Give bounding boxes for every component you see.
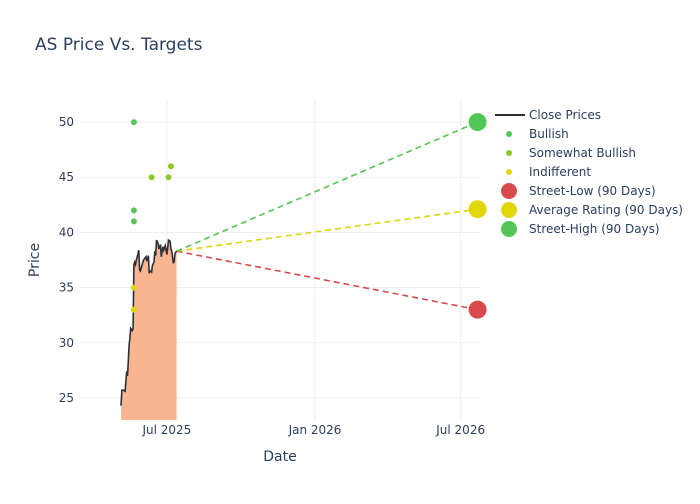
rating-point <box>167 163 174 170</box>
rating-point <box>130 306 137 313</box>
rating-point <box>165 174 172 181</box>
x-tick-label: Jan 2026 <box>288 423 342 437</box>
legend-label: Bullish <box>529 127 569 141</box>
legend-label: Street-Low (90 Days) <box>529 184 656 198</box>
y-tick-label: 25 <box>59 391 74 405</box>
target-marker <box>468 200 487 219</box>
close-price-line <box>120 238 178 406</box>
close-price-series-line <box>120 238 178 406</box>
y-tick-label: 30 <box>59 336 74 350</box>
legend[interactable]: Close Prices Bullish Somewhat Bullish Indif… <box>495 108 683 237</box>
legend-marker <box>501 221 517 237</box>
legend-marker <box>501 202 517 218</box>
rating-point <box>130 284 137 291</box>
legend-label: Indifferent <box>529 165 591 179</box>
x-tick-label: Jul 2025 <box>141 423 191 437</box>
legend-label: Somewhat Bullish <box>529 146 636 160</box>
y-tick-label: 50 <box>59 115 74 129</box>
legend-marker <box>506 131 512 137</box>
x-axis-title: Date <box>263 449 296 465</box>
legend-label: Close Prices <box>529 108 601 122</box>
target-line <box>176 250 478 311</box>
y-tick-label: 45 <box>59 170 74 184</box>
rating-point <box>130 119 137 126</box>
y-axis-title: Price <box>27 243 43 277</box>
y-tick-label: 40 <box>59 225 74 239</box>
legend-label: Street-High (90 Days) <box>529 222 660 236</box>
rating-point <box>148 174 155 181</box>
rating-markers <box>130 113 487 319</box>
target-line <box>176 121 478 252</box>
target-marker <box>468 113 487 132</box>
axis-ticks: 25 30 35 40 45 50 Jul 2025 Jan 2026 Jul 2026 <box>59 115 485 437</box>
legend-marker <box>506 169 512 175</box>
legend-marker <box>501 183 517 199</box>
target-lines <box>176 121 478 311</box>
x-tick-label: Jul 2026 <box>435 423 485 437</box>
legend-label: Average Rating (90 Days) <box>529 203 683 217</box>
legend-marker <box>506 150 512 156</box>
rating-point <box>130 207 137 214</box>
rating-point <box>130 218 137 225</box>
target-marker <box>468 300 487 319</box>
chart-title: AS Price Vs. Targets <box>35 35 203 55</box>
target-line <box>176 208 478 252</box>
y-tick-label: 35 <box>59 281 74 295</box>
